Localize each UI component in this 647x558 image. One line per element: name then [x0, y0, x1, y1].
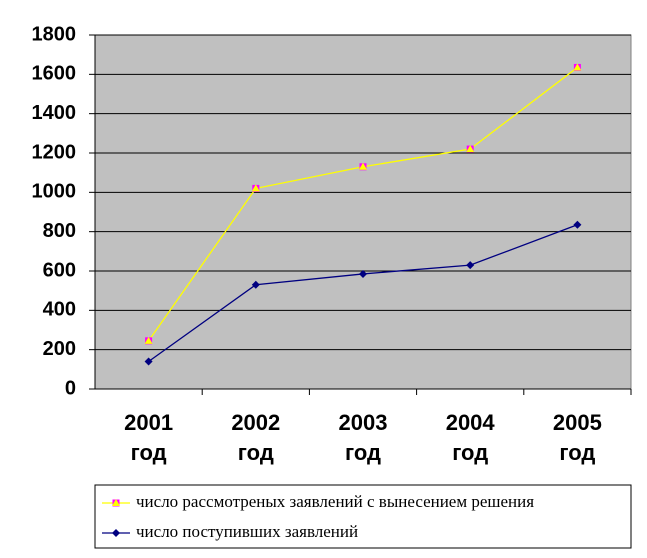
y-tick-label: 200 [43, 338, 76, 360]
marker [251, 184, 260, 192]
legend-label: число рассмотреных заявлений с вынесение… [136, 492, 534, 511]
legend-label: число поступивших заявлений [136, 522, 358, 541]
y-tick-label: 1400 [32, 102, 77, 124]
y-tick-label: 0 [65, 377, 76, 399]
legend-box [94, 484, 632, 549]
marker [359, 269, 367, 278]
marker [359, 162, 367, 170]
x-tick-label: 2004 год [445, 410, 495, 465]
x-tick-label: 2005 год [552, 410, 602, 465]
marker [466, 145, 475, 153]
y-tick-label: 1200 [32, 141, 77, 163]
y-tick-label: 1600 [32, 63, 77, 85]
marker [573, 63, 582, 71]
y-tick-label: 400 [43, 299, 76, 321]
x-tick-label: 2002 год [231, 410, 281, 465]
y-tick-label: 800 [43, 220, 76, 242]
x-tick-label: 2001 год [124, 410, 174, 465]
marker [112, 499, 120, 506]
marker [112, 529, 120, 537]
y-tick-label: 600 [43, 259, 76, 281]
y-tick-label: 1800 [32, 23, 77, 45]
marker [144, 336, 153, 344]
x-tick-label: 2003 год [338, 410, 388, 465]
marker [466, 261, 475, 270]
y-tick-label: 1000 [32, 181, 77, 203]
marker [251, 280, 260, 289]
marker [144, 357, 153, 366]
marker [573, 220, 582, 229]
